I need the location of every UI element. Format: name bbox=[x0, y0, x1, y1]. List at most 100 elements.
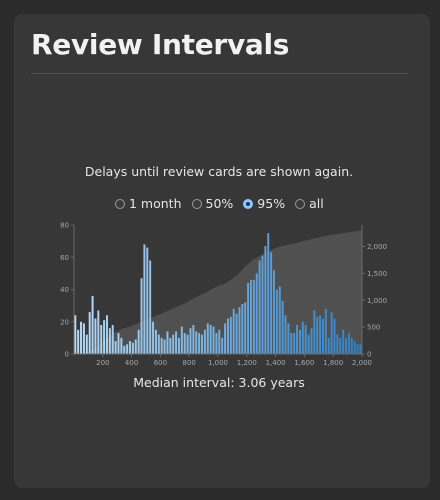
bar bbox=[290, 333, 293, 354]
bar bbox=[249, 279, 252, 354]
bar bbox=[172, 334, 175, 354]
median-interval: Median interval: 3.06 years bbox=[14, 375, 424, 390]
bar bbox=[180, 326, 183, 354]
bar bbox=[218, 329, 221, 354]
x-tick-label: 400 bbox=[125, 359, 138, 367]
x-tick-label: 600 bbox=[154, 359, 167, 367]
range-option-1-month[interactable]: 1 month bbox=[115, 196, 182, 211]
radio-95-percent-icon[interactable] bbox=[243, 198, 254, 209]
bar bbox=[281, 300, 284, 354]
cumulative-area bbox=[74, 230, 362, 354]
card-title: Review Intervals bbox=[31, 28, 290, 61]
bar bbox=[100, 324, 103, 354]
bar bbox=[105, 315, 108, 354]
radio-1-month-icon[interactable] bbox=[115, 198, 125, 209]
bar bbox=[169, 337, 172, 355]
x-tick-label: 800 bbox=[183, 359, 196, 367]
bar bbox=[275, 289, 278, 354]
bar bbox=[154, 329, 157, 354]
bar bbox=[350, 337, 353, 355]
bar bbox=[215, 333, 218, 354]
bar bbox=[160, 337, 163, 355]
x-tick-label: 1,400 bbox=[266, 359, 286, 367]
bar bbox=[175, 331, 178, 354]
bar bbox=[140, 278, 143, 354]
bar bbox=[224, 323, 227, 354]
bar bbox=[152, 321, 155, 354]
bar bbox=[103, 320, 106, 354]
bar bbox=[77, 329, 80, 354]
bar bbox=[137, 329, 140, 354]
median-label: Median interval: bbox=[133, 375, 235, 390]
radio-all-icon[interactable] bbox=[295, 198, 306, 209]
bar bbox=[143, 244, 146, 354]
bar bbox=[336, 334, 339, 354]
bar bbox=[212, 326, 215, 354]
bar bbox=[163, 339, 166, 354]
range-option-50-percent[interactable]: 50% bbox=[191, 196, 234, 211]
y2-tick-label: 1,500 bbox=[367, 270, 387, 278]
bar bbox=[287, 323, 290, 354]
bar bbox=[209, 324, 212, 354]
y-tick-label: 40 bbox=[60, 286, 69, 294]
bar bbox=[258, 260, 261, 354]
bar bbox=[359, 344, 362, 354]
range-option-label: 1 month bbox=[129, 196, 182, 211]
bar bbox=[146, 247, 149, 354]
bar bbox=[264, 245, 267, 354]
range-option-all[interactable]: all bbox=[295, 196, 324, 211]
median-value: 3.06 years bbox=[238, 375, 305, 390]
bar bbox=[111, 324, 114, 354]
bar bbox=[235, 313, 238, 354]
bar bbox=[313, 310, 316, 354]
title-divider bbox=[31, 73, 408, 74]
bar bbox=[189, 328, 192, 354]
bar bbox=[97, 310, 100, 354]
bar bbox=[270, 252, 273, 354]
bar bbox=[195, 331, 198, 354]
range-option-label: all bbox=[309, 196, 324, 211]
bar bbox=[232, 308, 235, 354]
bar bbox=[198, 333, 201, 354]
bar bbox=[134, 339, 137, 354]
bar bbox=[345, 337, 347, 355]
range-option-label: 50% bbox=[205, 196, 234, 211]
bar bbox=[238, 307, 241, 354]
bar bbox=[324, 308, 327, 354]
range-options: 1 month 50% 95% all bbox=[115, 196, 324, 211]
x-tick-label: 1,800 bbox=[323, 359, 343, 367]
bar bbox=[206, 323, 209, 354]
range-option-95-percent[interactable]: 95% bbox=[243, 196, 285, 211]
review-intervals-card: Review Intervals Delays until review car… bbox=[14, 14, 430, 488]
bar bbox=[88, 312, 91, 354]
bar bbox=[241, 304, 244, 354]
y-tick-label: 20 bbox=[60, 318, 69, 326]
bar bbox=[183, 333, 186, 354]
bar bbox=[356, 344, 359, 354]
bar bbox=[267, 233, 270, 354]
bar bbox=[108, 328, 111, 354]
bar bbox=[293, 333, 296, 354]
bar bbox=[226, 318, 229, 354]
bar bbox=[80, 321, 83, 354]
bar bbox=[284, 315, 287, 354]
bar bbox=[319, 315, 322, 354]
x-tick-label: 2,000 bbox=[352, 359, 372, 367]
bar bbox=[310, 328, 313, 354]
bar bbox=[123, 345, 126, 354]
bar bbox=[126, 344, 129, 354]
bar bbox=[247, 283, 250, 354]
bar bbox=[316, 316, 319, 354]
chart-subtitle: Delays until review cards are shown agai… bbox=[84, 164, 354, 179]
bar bbox=[353, 341, 356, 354]
bar bbox=[94, 318, 97, 354]
y2-tick-label: 0 bbox=[367, 351, 371, 359]
bar bbox=[330, 312, 333, 354]
bar bbox=[296, 324, 299, 354]
bar bbox=[321, 318, 324, 354]
radio-50-percent-icon[interactable] bbox=[191, 198, 202, 209]
bar bbox=[298, 329, 301, 354]
bar bbox=[342, 329, 345, 354]
bar bbox=[149, 260, 152, 354]
